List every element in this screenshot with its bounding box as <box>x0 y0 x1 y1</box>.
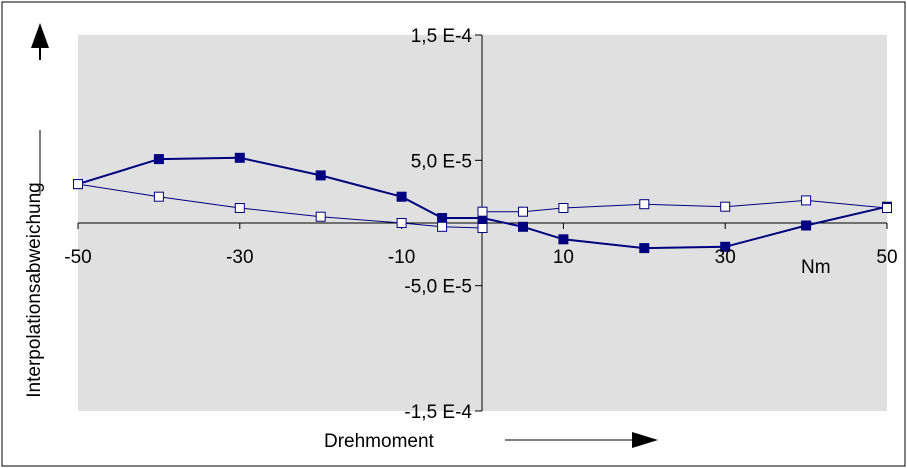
tick-labels: -50 -30 -10 10 30 50 1,5 E-4 5,0 E-5 -5,0 E-5 -1,… <box>64 26 897 423</box>
data-point <box>558 203 569 213</box>
data-point <box>801 195 812 206</box>
series-layer <box>73 152 892 254</box>
data-point <box>518 206 528 217</box>
x-tick-label: -50 <box>64 247 91 268</box>
y-tick-label: 1,5 E-4 <box>411 26 473 47</box>
x-tick-label: 50 <box>876 247 897 268</box>
y-axis-label: Interpolationsabweichung <box>24 182 45 398</box>
series-line <box>77 183 888 229</box>
data-point <box>153 191 164 202</box>
x-axis-arrow-icon <box>632 432 658 448</box>
data-point <box>396 191 407 202</box>
data-point <box>234 203 245 213</box>
data-point <box>518 221 528 232</box>
x-tick-label: 30 <box>715 247 736 268</box>
data-point <box>720 241 731 252</box>
x-tick-label: -30 <box>226 247 253 268</box>
data-point <box>801 220 812 231</box>
data-point <box>639 243 650 254</box>
y-tick-label: 5,0 E-5 <box>411 151 472 172</box>
data-point <box>73 179 83 190</box>
y-tick-label: -1,5 E-4 <box>404 402 472 423</box>
data-point <box>153 154 164 165</box>
y-tick-label: -5,0 E-5 <box>404 277 472 298</box>
x-axis-label: Drehmoment <box>324 431 435 452</box>
data-point <box>315 211 326 222</box>
data-point <box>437 213 448 223</box>
series-2 <box>73 179 892 233</box>
x-tick-label: -10 <box>388 247 415 268</box>
data-point <box>477 223 488 233</box>
x-axis-unit-label: Nm <box>801 257 831 278</box>
data-point <box>234 152 245 163</box>
data-point <box>720 201 731 212</box>
data-point <box>639 199 650 210</box>
data-point <box>437 221 448 232</box>
data-point <box>882 203 892 213</box>
data-point <box>396 218 407 228</box>
data-point <box>558 234 569 245</box>
y-axis-arrow-icon <box>31 23 49 48</box>
data-point <box>477 206 488 217</box>
data-point <box>315 170 326 181</box>
x-tick-label: 10 <box>553 247 574 268</box>
